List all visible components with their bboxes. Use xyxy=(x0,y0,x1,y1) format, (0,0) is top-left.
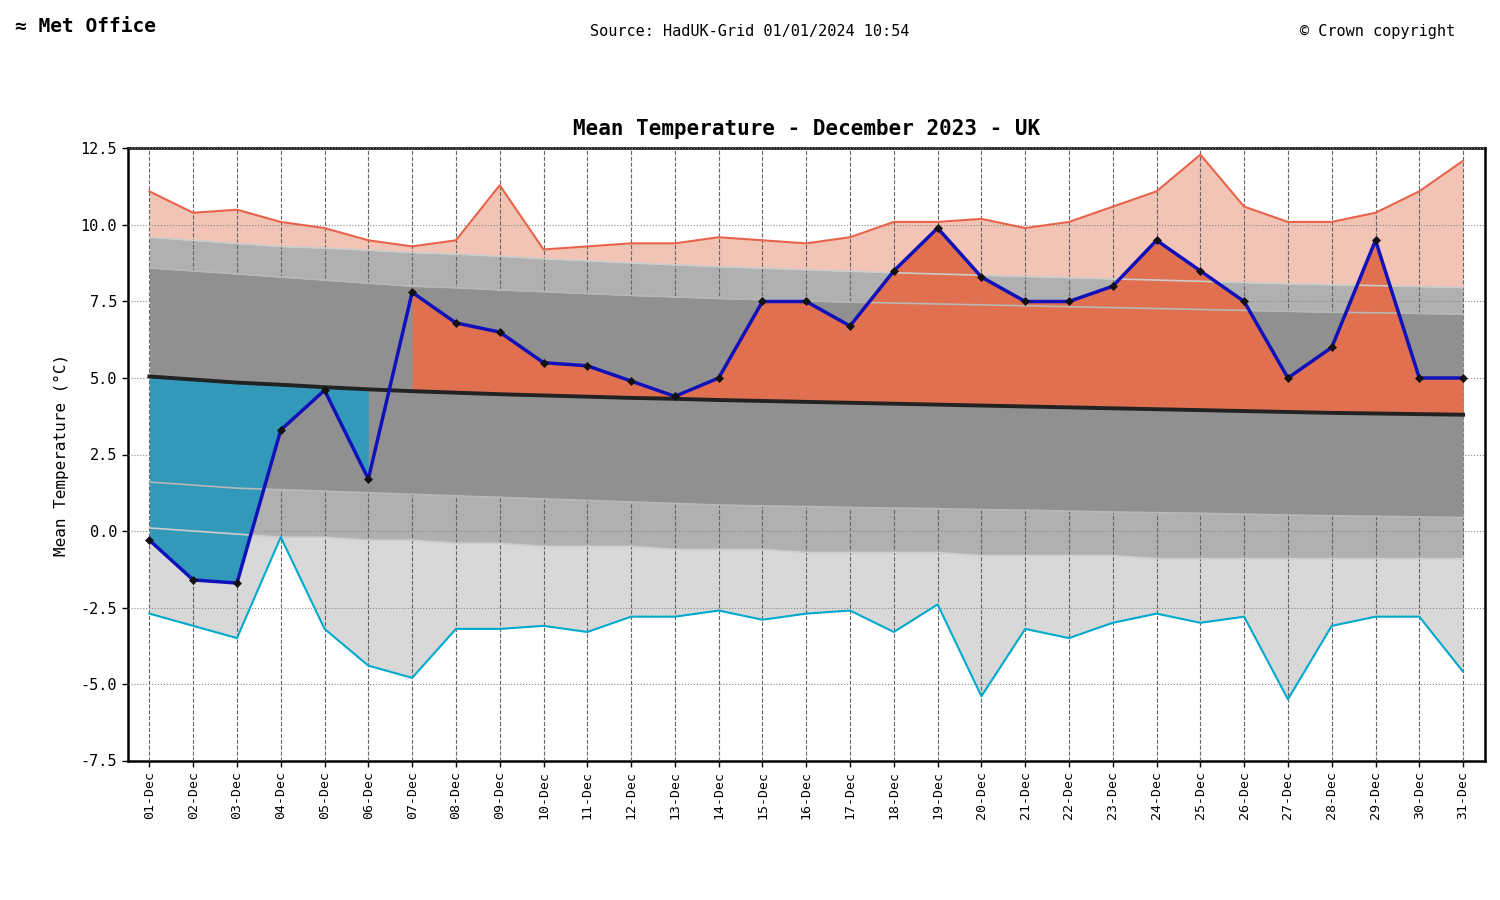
Title: Mean Temperature - December 2023 - UK: Mean Temperature - December 2023 - UK xyxy=(573,119,1040,139)
Text: © Crown copyright: © Crown copyright xyxy=(1300,24,1455,39)
Y-axis label: Mean Temperature (°C): Mean Temperature (°C) xyxy=(54,354,69,555)
Text: ≈ Met Office: ≈ Met Office xyxy=(15,17,156,37)
Text: Source: HadUK-Grid 01/01/2024 10:54: Source: HadUK-Grid 01/01/2024 10:54 xyxy=(591,24,909,39)
